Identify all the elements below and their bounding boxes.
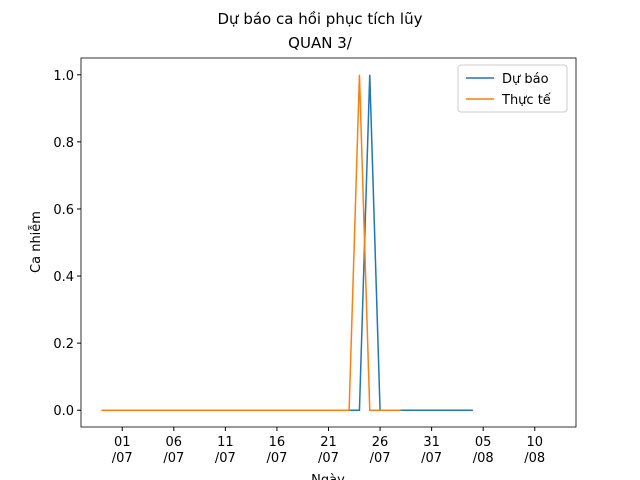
x-tick-label: 16/07 [266,435,287,466]
x-tick-label: 11/07 [215,435,236,466]
y-tick-label: 0.4 [53,270,74,285]
y-axis-label: Ca nhiễm [29,211,44,273]
chart-title: Dự báo ca hồi phục tích lũy [218,10,423,28]
x-tick-label: 05/08 [473,435,494,466]
plot-area [80,57,577,428]
x-tick-label: 06/07 [163,435,184,466]
x-tick-label: 21/07 [318,435,339,466]
x-tick-label: 10/08 [524,435,545,466]
legend-label: Dự báo [502,72,549,87]
x-tick-label: 26/07 [370,435,391,466]
line-series [101,74,473,411]
y-tick-label: 0.6 [53,203,74,218]
x-tick-label: 01/07 [112,435,133,466]
y-tick-label: 0.8 [53,136,74,151]
x-tick-label: 31/07 [421,435,442,466]
y-tick-label: 1.0 [53,69,74,84]
legend-label: Thực tế [501,93,551,108]
y-tick-label: 0.2 [53,337,74,352]
chart-subtitle: QUAN 3/ [288,34,353,52]
x-axis-label: Ngày [311,473,345,480]
y-tick-label: 0.0 [53,404,74,419]
line-series [101,74,401,411]
legend-box [457,64,568,113]
